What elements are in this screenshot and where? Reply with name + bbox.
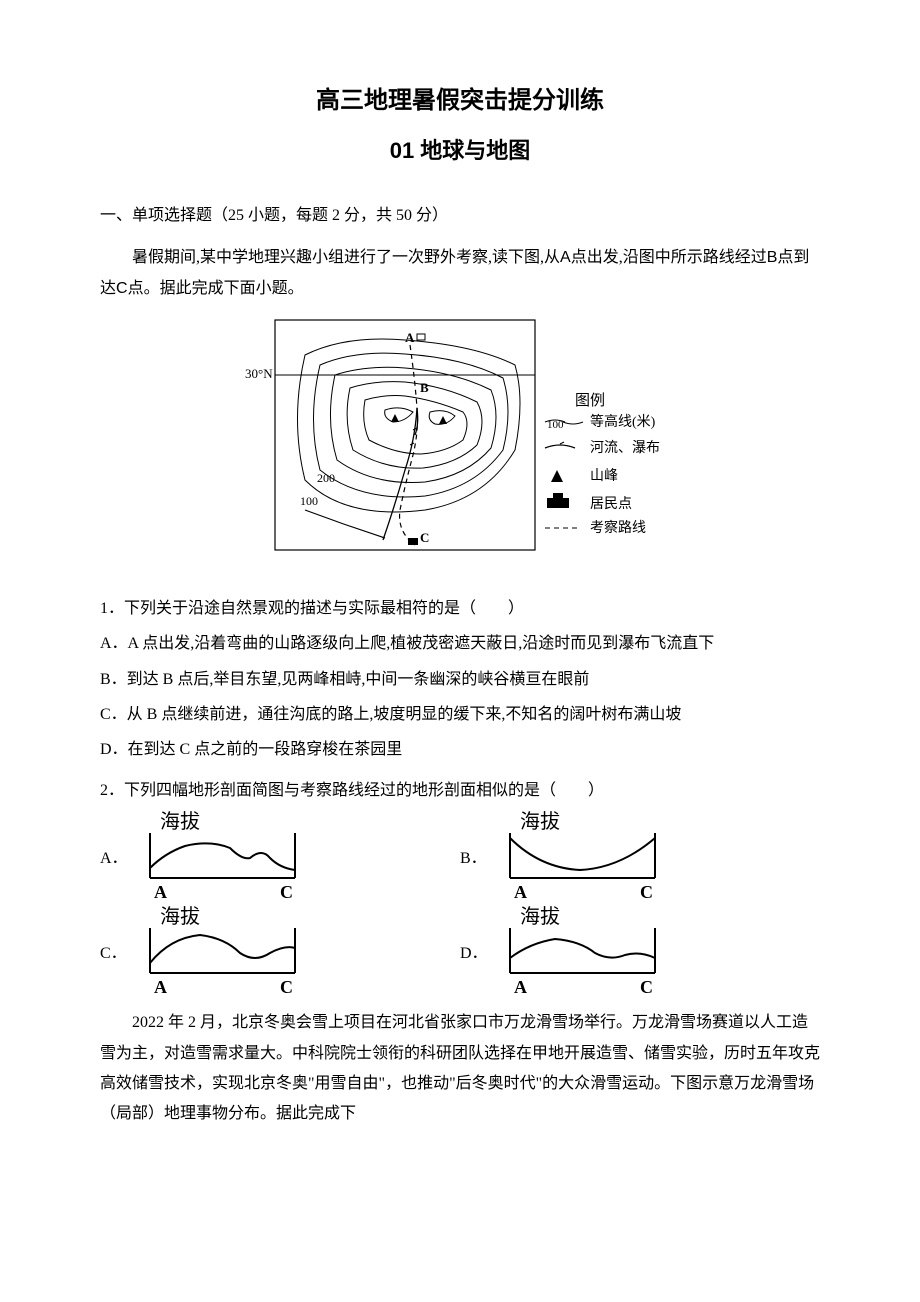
profile-c-x-c: C [280,977,293,997]
contour-map-figure: 30°N A B C [100,310,820,575]
legend-settlement-desc: 居民点 [590,496,632,512]
map-label-b: B [420,380,429,395]
profile-d-x-c: C [640,977,653,997]
legend-route-desc: 考察路线 [590,519,646,536]
intro1-a: 暑假期间,某中学地理兴趣小组进行了一次野外考察,读下图,从 [132,249,560,266]
profile-a-svg: 海拔 A C [130,808,310,903]
profile-option-c: C． 海拔 A C [100,903,460,998]
profile-options: A． 海拔 A C B． 海拔 A C [100,808,820,998]
profile-a-x-c: C [280,882,293,902]
q1-option-a: A．A 点出发,沿着弯曲的山路逐级向上爬,植被茂密遮天蔽日,沿途时而见到瀑布飞流… [100,626,820,661]
pt-a: A [560,249,571,266]
profile-c-svg: 海拔 A C [130,903,310,998]
opt-c-label: C． [100,939,130,963]
question-1: 1．下列关于沿途自然景观的描述与实际最相符的是（ ） [100,591,820,626]
legend-title: 图例 [575,392,605,409]
document-page: 高三地理暑假突击提分训练 01 地球与地图 一、单项选择题（25 小题，每题 2… [0,0,920,1302]
title-sub: 01 地球与地图 [100,133,820,165]
profile-option-d: D． 海拔 A C [460,903,820,998]
section-header: 一、单项选择题（25 小题，每题 2 分，共 50 分） [100,201,820,231]
profile-option-b: B． 海拔 A C [460,808,820,903]
q1-option-d: D．在到达 C 点之前的一段路穿梭在茶园里 [100,732,820,767]
profile-b-x-a: A [514,882,527,902]
legend-peak-desc: 山峰 [590,468,618,484]
profile-a-ylabel: 海拔 [160,810,200,833]
opt-d-label: D． [460,939,490,963]
intro-paragraph-1: 暑假期间,某中学地理兴趣小组进行了一次野外考察,读下图,从A点出发,沿图中所示路… [100,243,820,304]
profile-option-a: A． 海拔 A C [100,808,460,903]
contour-200: 200 [317,471,335,485]
profile-d-x-a: A [514,977,527,997]
title-main: 高三地理暑假突击提分训练 [100,80,820,115]
profile-b-x-c: C [640,882,653,902]
profile-c-x-a: A [154,977,167,997]
profile-d-ylabel: 海拔 [520,905,560,928]
q1-option-b: B．到达 B 点后,举目东望,见两峰相峙,中间一条幽深的峡谷横亘在眼前 [100,662,820,697]
pt-c: C [116,280,128,297]
intro-paragraph-2: 2022 年 2 月，北京冬奥会雪上项目在河北省张家口市万龙滑雪场举行。万龙滑雪… [100,1008,820,1130]
legend-contour-num: 100 [547,419,564,431]
intro1-b: 点出发,沿图中所示路线经过 [571,249,767,266]
intro1-d: 点。据此完成下面小题。 [128,280,304,297]
q1-option-c: C．从 B 点继续前进，通往沟底的路上,坡度明显的缓下来,不知名的阔叶树布满山坡 [100,697,820,732]
profile-b-svg: 海拔 A C [490,808,670,903]
contour-100: 100 [300,494,318,508]
profile-c-ylabel: 海拔 [160,905,200,928]
legend-contour-desc: 等高线(米) [590,413,656,430]
pt-b: B [767,249,778,266]
question-2: 2．下列四幅地形剖面简图与考察路线经过的地形剖面相似的是（ ） [100,773,820,808]
profile-a-x-a: A [154,882,167,902]
map-label-c: C [420,530,429,545]
map-label-a: A [405,330,415,345]
opt-a-label: A． [100,844,130,868]
legend-river-desc: 河流、瀑布 [590,440,660,456]
profile-b-ylabel: 海拔 [520,810,560,833]
contour-map-svg: 30°N A B C [245,310,675,570]
lat-label: 30°N [245,366,273,381]
profile-d-svg: 海拔 A C [490,903,670,998]
opt-b-label: B． [460,844,490,868]
